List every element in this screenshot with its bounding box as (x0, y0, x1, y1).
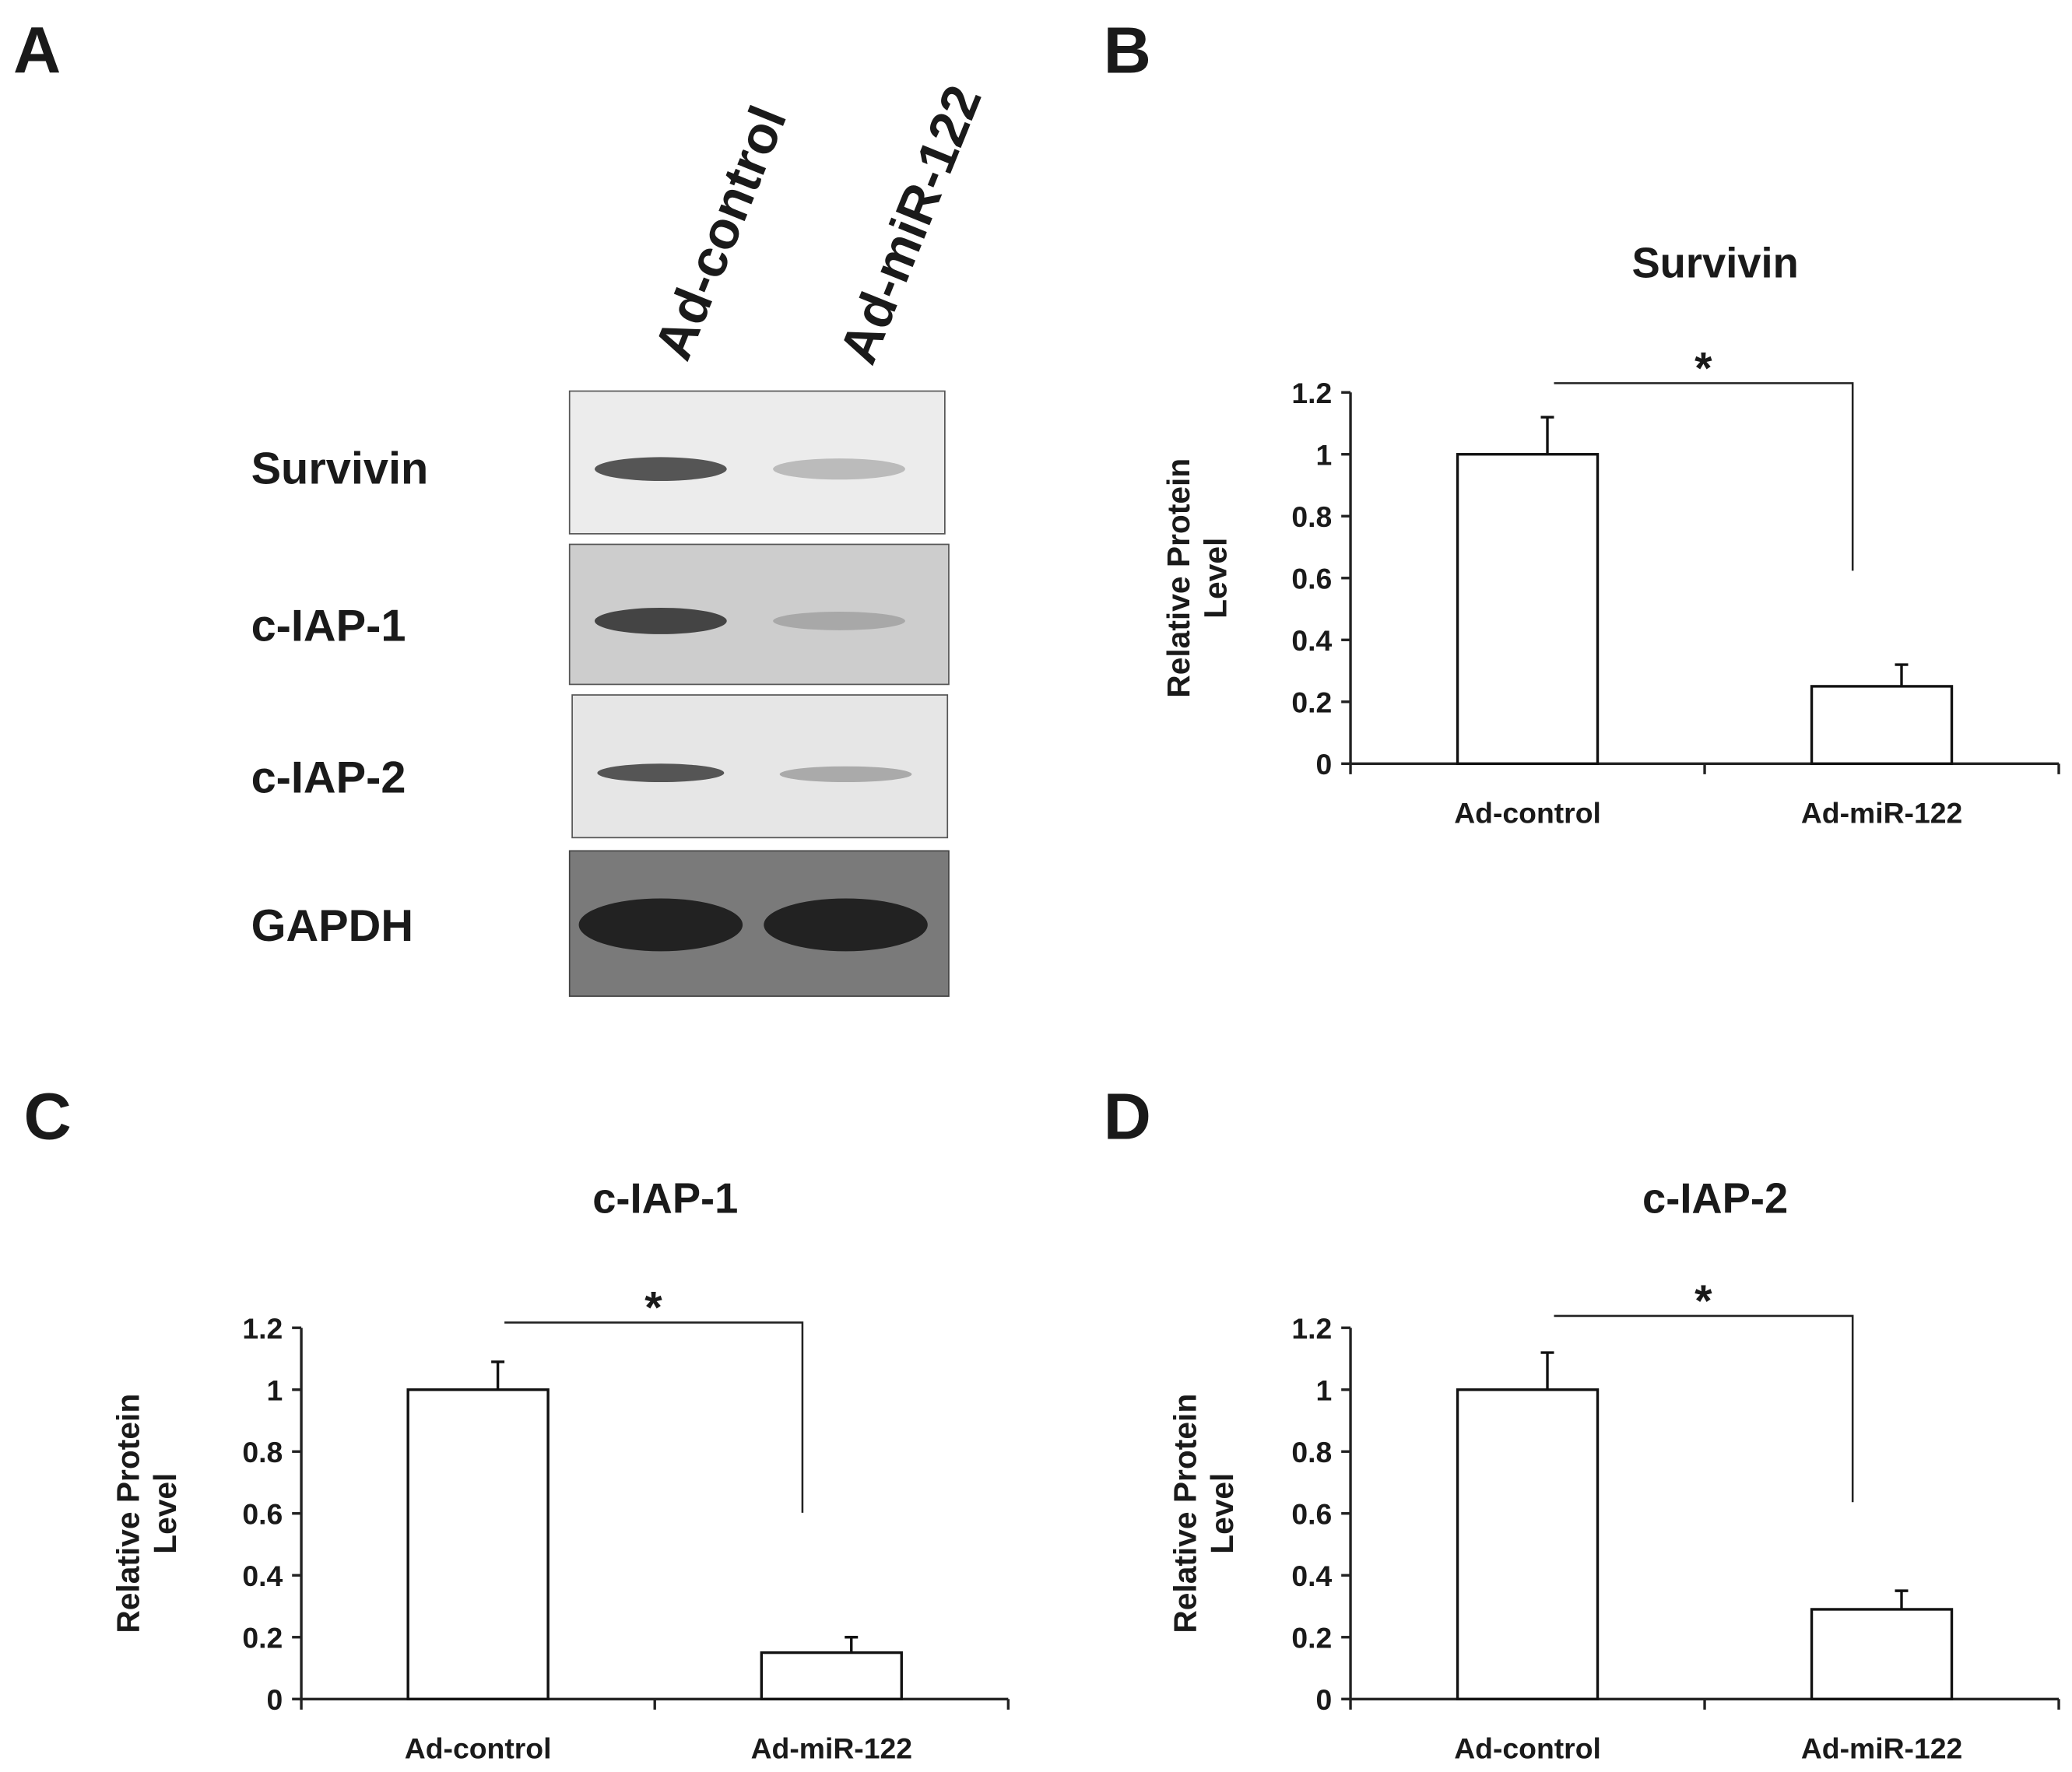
x-tick-label: Ad-miR-122 (1801, 1732, 1962, 1765)
y-tick-label: 0 (267, 1683, 283, 1716)
chart-title: c-IAP-2 (1642, 1175, 1788, 1223)
y-tick-label: 0.2 (1291, 1621, 1332, 1654)
y-axis-label-line: Level (1204, 1473, 1240, 1554)
y-tick-label: 1 (1316, 1374, 1333, 1406)
bar (1456, 1388, 1600, 1700)
x-tick-label: Ad-control (1454, 1732, 1601, 1765)
y-tick-label: 0.8 (242, 1436, 283, 1468)
panel-label: B (1104, 12, 1151, 86)
y-tick-label: 0.4 (1291, 1560, 1332, 1592)
y-tick-label: 0.6 (1291, 1497, 1332, 1530)
lane-label: Ad-control (644, 98, 798, 367)
panel-label: D (1104, 1079, 1151, 1153)
y-tick-label: 1 (267, 1374, 283, 1406)
significance-mark: * (1694, 343, 1712, 393)
significance-bracket (504, 1321, 804, 1513)
y-axis-label-line: Relative Protein (1167, 1394, 1203, 1633)
y-tick-label: 0 (1316, 1683, 1333, 1716)
y-tick-label: 0.4 (242, 1560, 283, 1592)
chart-title: Survivin (1631, 240, 1798, 287)
y-axis-label: Relative ProteinLevel (110, 1394, 183, 1633)
y-tick-label: 1.2 (242, 1312, 283, 1345)
significance-bracket (1554, 1314, 1854, 1503)
y-axis-label-line: Level (1197, 538, 1233, 619)
x-tick-label: Ad-miR-122 (751, 1732, 912, 1765)
x-tick-label: Ad-control (405, 1732, 552, 1765)
bar (1810, 685, 1954, 765)
y-tick-label: 0.8 (1291, 1436, 1332, 1468)
protein-label: c-IAP-1 (251, 601, 406, 651)
significance-mark: * (1694, 1276, 1712, 1326)
x-tick-label: Ad-miR-122 (1801, 797, 1962, 830)
y-axis-label-line: Level (147, 1473, 183, 1554)
bar (1810, 1608, 1954, 1700)
y-tick-label: 1.2 (1291, 377, 1332, 409)
bar (1456, 453, 1600, 765)
y-tick-label: 0.2 (242, 1621, 283, 1654)
lane-label: Ad-miR-122 (829, 78, 993, 372)
significance-mark: * (644, 1283, 662, 1332)
y-tick-label: 0.2 (1291, 686, 1332, 718)
y-axis-label: Relative ProteinLevel (1167, 1394, 1240, 1633)
protein-label: Survivin (251, 444, 429, 493)
y-tick-label: 0 (1316, 748, 1333, 781)
significance-bracket (1554, 382, 1854, 571)
y-tick-label: 1.2 (1291, 1312, 1332, 1345)
bar (406, 1388, 550, 1700)
bar (760, 1651, 903, 1700)
blot-image (568, 390, 950, 997)
y-axis-label: Relative ProteinLevel (1161, 458, 1234, 698)
y-tick-label: 0.4 (1291, 624, 1332, 657)
protein-label: GAPDH (251, 901, 413, 951)
protein-label: c-IAP-2 (251, 753, 406, 803)
y-axis-label-line: Relative Protein (1161, 458, 1196, 698)
panel-label: C (24, 1079, 72, 1153)
chart-title: c-IAP-1 (592, 1175, 738, 1223)
y-tick-label: 0.8 (1291, 500, 1332, 533)
y-tick-label: 0.6 (1291, 562, 1332, 595)
x-tick-label: Ad-control (1454, 797, 1601, 830)
y-tick-label: 1 (1316, 438, 1333, 471)
panel-label: A (13, 12, 61, 86)
y-tick-label: 0.6 (242, 1497, 283, 1530)
y-axis-label-line: Relative Protein (110, 1394, 146, 1633)
